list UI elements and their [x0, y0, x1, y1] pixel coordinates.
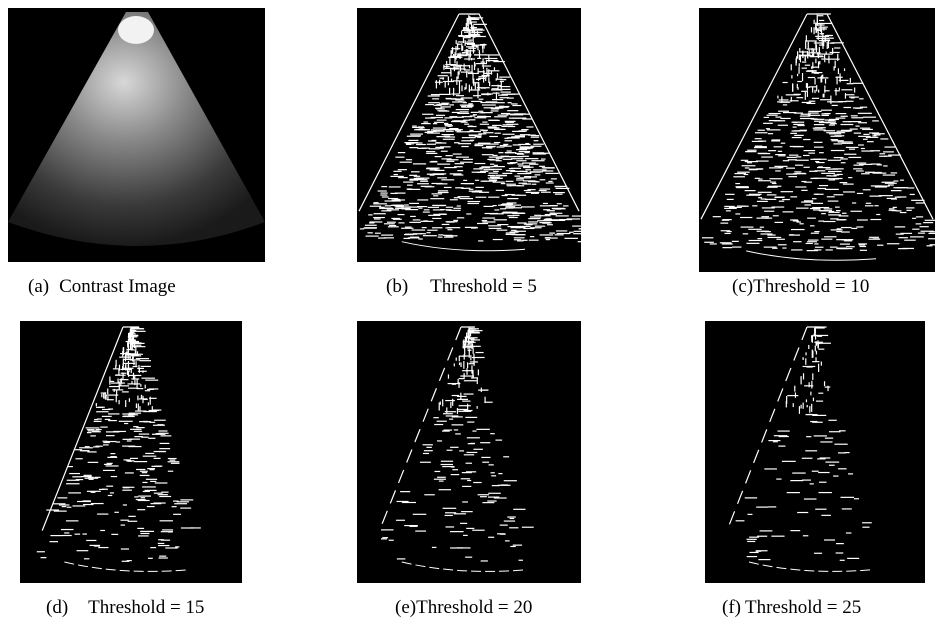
caption: (b) Threshold = 5 [386, 276, 537, 298]
base-arc [64, 562, 186, 571]
cone-outline [727, 327, 823, 531]
edge-map [357, 321, 581, 583]
caption: (e)Threshold = 20 [395, 597, 532, 619]
edge-map [357, 8, 581, 262]
caption-label: (e) [395, 597, 416, 618]
figure: (a)Contrast Image (b)Threshold = 5 (c)Th… [0, 0, 935, 625]
ultrasound [8, 8, 265, 262]
edge-map [699, 8, 935, 272]
caption-label: (a) [28, 276, 49, 297]
cone-outline [379, 327, 477, 531]
caption-text: Threshold = 20 [416, 597, 532, 618]
apex-highlight [118, 16, 154, 44]
caption-text: Threshold = 10 [753, 276, 869, 297]
edge-image [705, 321, 925, 583]
caption-text: Threshold = 15 [88, 597, 204, 618]
base-arc [402, 242, 525, 251]
caption-text: Threshold = 25 [745, 597, 861, 618]
base-arc [749, 562, 870, 571]
caption: (a) Contrast Image [28, 276, 176, 298]
base-arc [402, 562, 525, 571]
edge-map [20, 321, 242, 583]
base-arc [746, 251, 876, 260]
caption-label: (f) [722, 597, 741, 618]
caption: (c)Threshold = 10 [732, 276, 869, 298]
caption-label: (b) [386, 276, 408, 297]
edge-image [20, 321, 242, 583]
caption: (f)Threshold = 25 [722, 597, 861, 619]
edge-map [705, 321, 925, 583]
edge-image [357, 321, 581, 583]
caption-text: Contrast Image [59, 276, 176, 297]
caption: (d) Threshold = 15 [46, 597, 204, 619]
edge-image [357, 8, 581, 262]
caption-text: Threshold = 5 [430, 276, 537, 297]
caption-label: (d) [46, 597, 68, 618]
caption-label: (c) [732, 276, 753, 297]
contrast-image [8, 8, 265, 262]
cone [8, 12, 265, 246]
edge-image [699, 8, 935, 272]
